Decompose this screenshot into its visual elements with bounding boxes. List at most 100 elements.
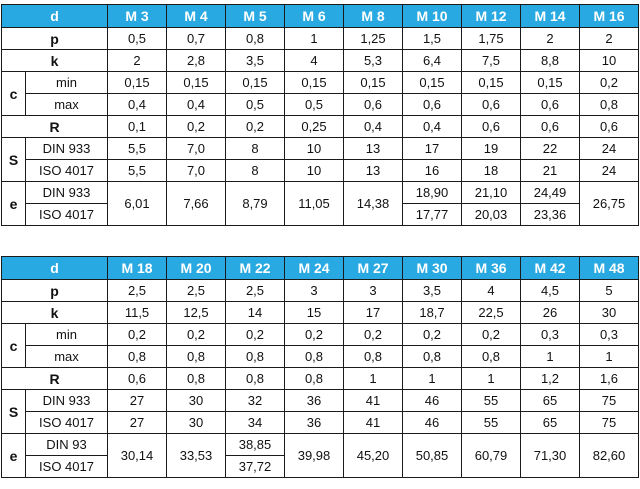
header-size: M 20 bbox=[166, 256, 226, 280]
cell-r: 0,6 bbox=[107, 367, 167, 390]
cell-c-max: 0,6 bbox=[520, 93, 580, 116]
header-size: M 6 bbox=[284, 4, 344, 28]
cell-k: 5,3 bbox=[343, 49, 403, 72]
cell-c-min: 0,15 bbox=[225, 71, 285, 94]
cell-p: 5 bbox=[579, 279, 639, 302]
cell-k: 17 bbox=[343, 301, 403, 324]
cell-c-max: 0,5 bbox=[284, 93, 344, 116]
header-size: M 18 bbox=[107, 256, 167, 280]
group-label-s: S bbox=[1, 137, 26, 182]
header-size: M 36 bbox=[461, 256, 521, 280]
cell-s-din: 19 bbox=[461, 137, 521, 160]
row-label-c-min: min bbox=[25, 323, 108, 346]
group-label-c: c bbox=[1, 323, 26, 368]
row-e-din: e DIN 933 6,01 7,66 8,79 11,05 14,38 18,… bbox=[1, 181, 639, 226]
cell-p: 3 bbox=[343, 279, 403, 302]
cell-k: 22,5 bbox=[461, 301, 521, 324]
cell-r: 0,6 bbox=[520, 115, 580, 138]
cell-e-iso: 37,72 bbox=[225, 455, 285, 478]
cell-s-iso: 8 bbox=[225, 159, 285, 182]
cell-s-din: 7,0 bbox=[166, 137, 226, 160]
cell-c-min: 0,15 bbox=[520, 71, 580, 94]
cell-r: 0,8 bbox=[284, 367, 344, 390]
cell-s-din: 27 bbox=[107, 389, 167, 412]
row-label-p: p bbox=[1, 279, 108, 302]
row-label-e-iso: ISO 4017 bbox=[25, 455, 108, 478]
cell-s-iso: 13 bbox=[343, 159, 403, 182]
header-size: M 22 bbox=[225, 256, 285, 280]
cell-s-din: 36 bbox=[284, 389, 344, 412]
row-label-c-min: min bbox=[25, 71, 108, 94]
cell-s-din: 32 bbox=[225, 389, 285, 412]
row-label-r: R bbox=[1, 367, 108, 390]
cell-r: 0,4 bbox=[343, 115, 403, 138]
cell-p: 3,5 bbox=[402, 279, 462, 302]
cell-s-iso: 41 bbox=[343, 411, 403, 434]
group-label-c: c bbox=[1, 71, 26, 116]
cell-s-din: 75 bbox=[579, 389, 639, 412]
row-e-iso: ISO 4017 37,72 bbox=[2, 455, 639, 478]
cell-e-merged: 50,85 bbox=[402, 433, 462, 478]
header-row: d M 3 M 4 M 5 M 6 M 8 M 10 M 12 M 14 M 1… bbox=[1, 4, 639, 28]
cell-c-max: 0,8 bbox=[284, 345, 344, 368]
row-e-iso: ISO 4017 17,77 20,03 23,36 bbox=[2, 203, 639, 226]
size-table-m3-m16: d M 3 M 4 M 5 M 6 M 8 M 10 M 12 M 14 M 1… bbox=[1, 4, 639, 226]
cell-e-merged: 39,98 bbox=[284, 433, 344, 478]
cell-p: 1,75 bbox=[461, 27, 521, 50]
cell-r: 0,4 bbox=[402, 115, 462, 138]
cell-r: 0,2 bbox=[166, 115, 226, 138]
cell-s-din: 13 bbox=[343, 137, 403, 160]
cell-s-iso: 21 bbox=[520, 159, 580, 182]
row-k: k 2 2,8 3,5 4 5,3 6,4 7,5 8,8 10 bbox=[1, 49, 639, 72]
cell-s-din: 46 bbox=[402, 389, 462, 412]
cell-r: 0,8 bbox=[225, 367, 285, 390]
header-size: M 12 bbox=[461, 4, 521, 28]
row-r: R 0,6 0,8 0,8 0,8 1 1 1 1,2 1,6 bbox=[1, 367, 639, 390]
cell-p: 2,5 bbox=[225, 279, 285, 302]
cell-e-merged: 6,01 bbox=[107, 181, 167, 226]
row-r: R 0,1 0,2 0,2 0,25 0,4 0,4 0,6 0,6 0,6 bbox=[1, 115, 639, 138]
row-label-s-din: DIN 933 bbox=[25, 389, 108, 412]
cell-k: 6,4 bbox=[402, 49, 462, 72]
cell-k: 8,8 bbox=[520, 49, 580, 72]
row-label-r: R bbox=[1, 115, 108, 138]
cell-r: 1 bbox=[343, 367, 403, 390]
cell-k: 11,5 bbox=[107, 301, 167, 324]
cell-r: 0,1 bbox=[107, 115, 167, 138]
cell-r: 0,2 bbox=[225, 115, 285, 138]
row-label-e-iso: ISO 4017 bbox=[25, 203, 108, 226]
cell-k: 12,5 bbox=[166, 301, 226, 324]
cell-s-din: 65 bbox=[520, 389, 580, 412]
cell-r: 0,6 bbox=[461, 115, 521, 138]
row-label-s-iso: ISO 4017 bbox=[25, 411, 108, 434]
header-size: M 24 bbox=[284, 256, 344, 280]
header-size: M 16 bbox=[579, 4, 639, 28]
cell-s-din: 24 bbox=[579, 137, 639, 160]
cell-k: 15 bbox=[284, 301, 344, 324]
row-label-s-din: DIN 933 bbox=[25, 137, 108, 160]
cell-s-iso: 16 bbox=[402, 159, 462, 182]
cell-e-din: 18,90 bbox=[402, 181, 462, 204]
row-c-min: c min 0,2 0,2 0,2 0,2 0,2 0,2 0,2 0,3 0,… bbox=[1, 323, 639, 368]
header-d-label: d bbox=[1, 4, 108, 28]
cell-p: 2 bbox=[520, 27, 580, 50]
cell-s-din: 22 bbox=[520, 137, 580, 160]
header-size: M 10 bbox=[402, 4, 462, 28]
row-s-din: S DIN 933 27 30 32 36 41 46 55 65 75 bbox=[1, 389, 639, 434]
cell-e-merged: 26,75 bbox=[579, 181, 639, 226]
cell-p: 0,7 bbox=[166, 27, 226, 50]
cell-s-din: 5,5 bbox=[107, 137, 167, 160]
cell-s-iso: 46 bbox=[402, 411, 462, 434]
cell-e-merged: 14,38 bbox=[343, 181, 403, 226]
row-c-min: c min 0,15 0,15 0,15 0,15 0,15 0,15 0,15… bbox=[1, 71, 639, 116]
row-k: k 11,5 12,5 14 15 17 18,7 22,5 26 30 bbox=[1, 301, 639, 324]
cell-s-iso: 24 bbox=[579, 159, 639, 182]
cell-k: 4 bbox=[284, 49, 344, 72]
cell-k: 2 bbox=[107, 49, 167, 72]
cell-p: 0,8 bbox=[225, 27, 285, 50]
cell-s-iso: 75 bbox=[579, 411, 639, 434]
group-label-s: S bbox=[1, 389, 26, 434]
cell-s-din: 17 bbox=[402, 137, 462, 160]
cell-e-din: 38,85 bbox=[225, 433, 285, 456]
